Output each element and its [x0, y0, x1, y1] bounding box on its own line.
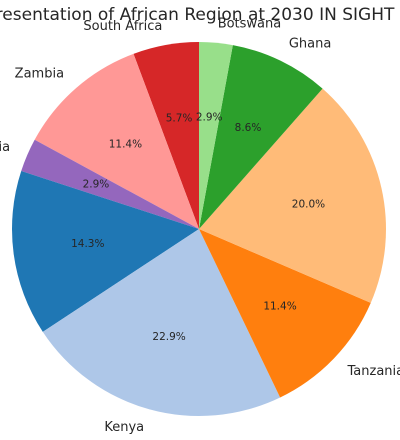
- percent-label-tanzania: 11.4%: [263, 301, 296, 313]
- slice-nigeria: [21, 139, 200, 229]
- category-label-ghana: Ghana: [289, 36, 332, 51]
- percent-label-kenya: 22.9%: [152, 331, 185, 343]
- percent-label-unlabeled-6: 20.0%: [292, 198, 325, 210]
- category-label-nigeria: Nigeria: [0, 140, 10, 155]
- slice-unlabeled-3: [11, 170, 200, 332]
- percent-label-zambia: 11.4%: [109, 138, 142, 150]
- pie-slices: [11, 42, 387, 417]
- percent-labels: 5.7% 11.4% 2.9% 14.3% 22.9% 11.4% 20.0% 8.6% 2.9…: [71, 111, 325, 343]
- slice-tanzania: [199, 229, 371, 398]
- chart-title: Representation of African Region at 2030…: [0, 5, 400, 25]
- percent-label-botswana: 2.9%: [196, 111, 223, 123]
- slice-zambia: [34, 53, 200, 229]
- category-label-zambia: Zambia: [15, 66, 64, 81]
- category-labels: South Africa Zambia Nigeria Kenya Tanzania Gh…: [0, 17, 400, 435]
- slice-botswana: [199, 42, 233, 229]
- percent-label-ghana: 8.6%: [235, 122, 262, 134]
- slice-ghana: [199, 45, 323, 229]
- percent-label-south-africa: 5.7%: [166, 113, 193, 125]
- percent-label-unlabeled-3: 14.3%: [71, 238, 104, 250]
- slice-kenya: [42, 229, 281, 417]
- slice-unlabeled-6: [199, 88, 387, 303]
- percent-label-nigeria: 2.9%: [83, 179, 110, 191]
- category-label-tanzania: Tanzania: [347, 364, 400, 379]
- category-label-south-africa: South Africa: [83, 19, 162, 34]
- slice-south-africa: [133, 42, 199, 229]
- category-label-kenya: Kenya: [104, 420, 144, 435]
- category-label-botswana: Botswana: [218, 17, 282, 32]
